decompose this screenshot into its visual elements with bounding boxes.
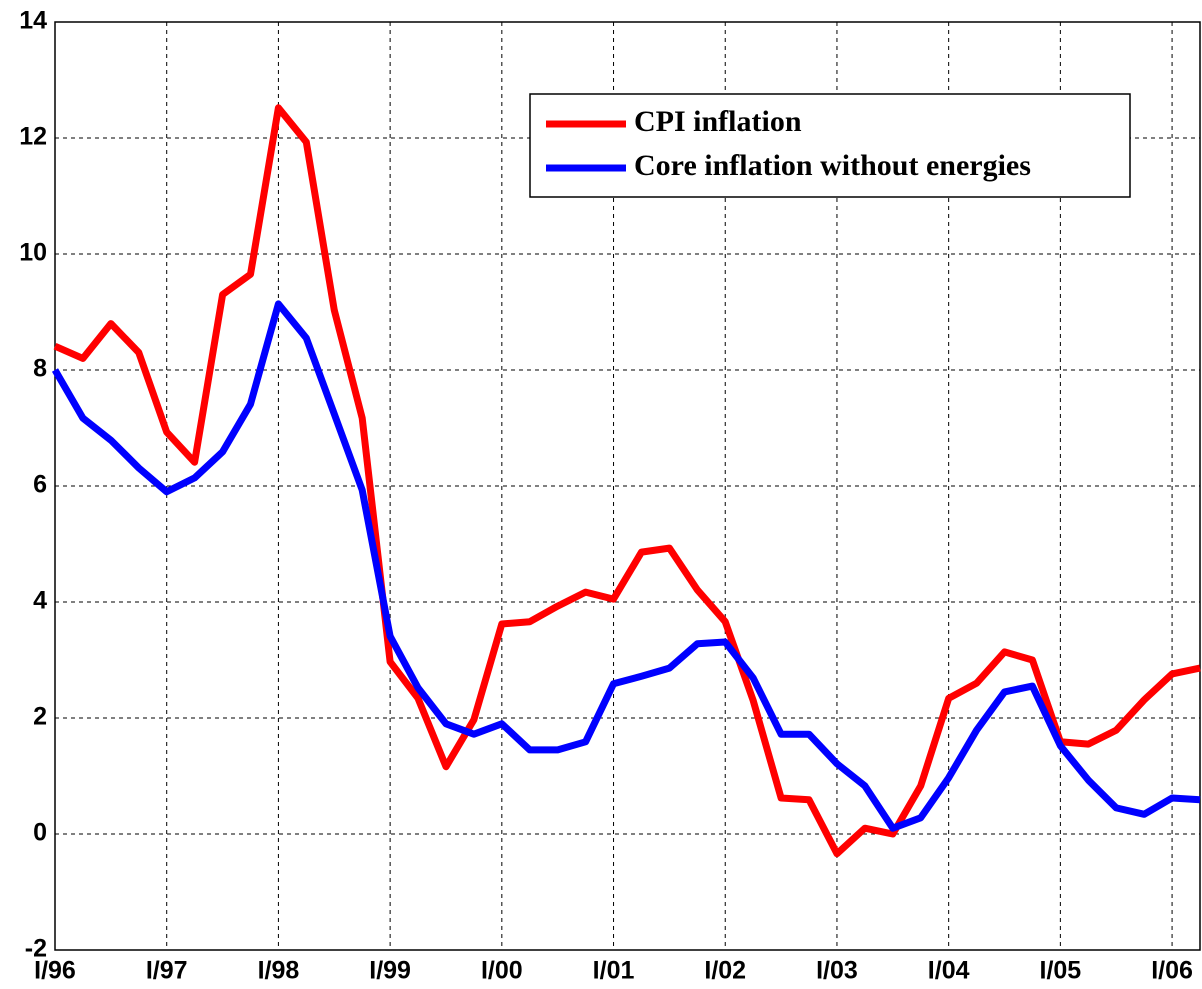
y-tick-label: 0 [33, 819, 47, 847]
x-tick-label: I/98 [258, 957, 300, 985]
data-line [53, 104, 1201, 858]
x-tick-label: I/02 [704, 957, 746, 985]
data-line [51, 300, 1201, 832]
x-tick-label: I/03 [816, 957, 858, 985]
y-tick-label: 2 [33, 703, 47, 731]
y-tick-label: 10 [19, 239, 47, 267]
x-tick-label: I/96 [34, 957, 76, 985]
legend-label: Core inflation without energies [634, 149, 1031, 182]
x-tick-label: I/97 [146, 957, 188, 985]
x-tick-label: I/01 [593, 957, 635, 985]
y-tick-label: -2 [25, 935, 47, 963]
y-tick-label: 14 [19, 7, 47, 35]
x-tick-label: I/05 [1040, 957, 1082, 985]
plot-frame [54, 21, 1201, 951]
legend: CPI inflation Core inflation without ener… [529, 93, 1131, 198]
x-tick-label: I/99 [369, 957, 411, 985]
legend-box [529, 93, 1131, 198]
x-tick-label: I/04 [928, 957, 970, 985]
x-tick-label: I/00 [481, 957, 523, 985]
y-tick-label: 8 [33, 355, 47, 383]
y-tick-label: 6 [33, 471, 47, 499]
y-tick-label: 4 [33, 587, 47, 615]
x-tick-label: I/06 [1151, 957, 1193, 985]
y-tick-label: 12 [19, 123, 47, 151]
legend-label: CPI inflation [634, 105, 802, 138]
